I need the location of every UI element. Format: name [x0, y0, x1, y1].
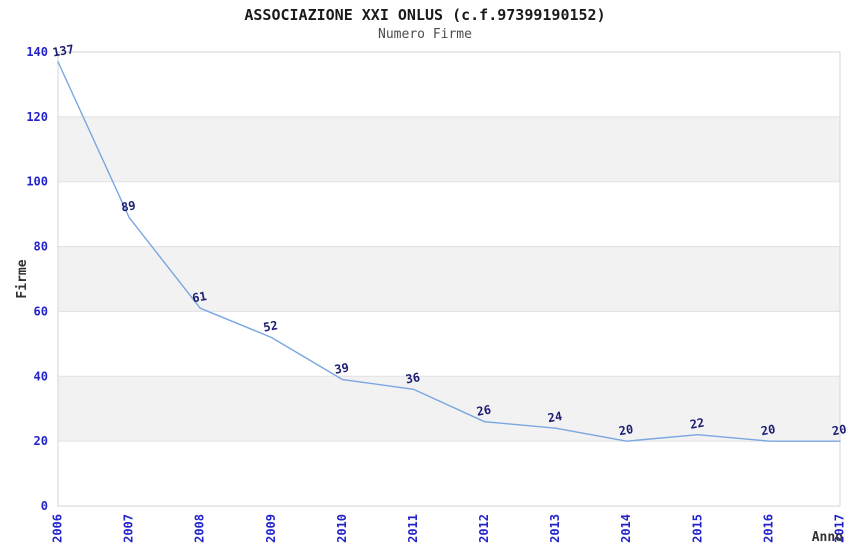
data-point-label: 24: [547, 409, 564, 425]
chart-title: ASSOCIAZIONE XXI ONLUS (c.f.97399190152): [244, 6, 606, 24]
grid-band: [58, 246, 840, 312]
y-tick-label: 0: [41, 499, 48, 513]
x-tick-label: 2011: [406, 514, 420, 543]
data-point-label: 61: [191, 289, 208, 305]
x-tick-label: 2008: [193, 514, 207, 543]
data-point-label: 137: [51, 42, 75, 60]
x-tick-label: 2007: [122, 514, 136, 543]
x-tick-label: 2015: [690, 514, 704, 543]
data-point-label: 20: [760, 422, 777, 438]
data-point-label: 39: [333, 360, 350, 376]
grid-band: [58, 376, 840, 442]
x-tick-label: 2012: [477, 514, 491, 543]
grid-band: [58, 116, 840, 182]
data-point-label: 36: [404, 370, 421, 386]
x-tick-label: 2014: [619, 514, 633, 543]
y-tick-label: 120: [26, 110, 48, 124]
plot-border: [57, 51, 841, 507]
x-tick-label: 2010: [335, 514, 349, 543]
x-tick-label: 2006: [51, 514, 65, 543]
y-tick-label: 80: [34, 240, 48, 254]
data-point-label: 26: [476, 403, 493, 419]
y-tick-label: 20: [34, 434, 48, 448]
y-tick-label: 100: [26, 175, 48, 189]
data-point-label: 89: [120, 198, 137, 214]
x-tick-label: 2013: [548, 514, 562, 543]
y-tick-label: 140: [26, 45, 48, 59]
data-point-label: 20: [618, 422, 635, 438]
x-tick-label: 2009: [264, 514, 278, 543]
x-tick-label: 2016: [761, 514, 775, 543]
y-tick-label: 60: [34, 304, 48, 318]
y-tick-label: 40: [34, 369, 48, 383]
data-point-label: 22: [689, 416, 706, 432]
chart-subtitle: Numero Firme: [378, 27, 472, 42]
data-point-label: 20: [831, 422, 848, 438]
x-axis-title: Anno: [812, 530, 843, 545]
x-tick-label: 2017: [833, 514, 847, 543]
y-axis-title: Firme: [15, 259, 30, 298]
data-point-label: 52: [262, 318, 279, 334]
data-line-series: [57, 61, 841, 442]
